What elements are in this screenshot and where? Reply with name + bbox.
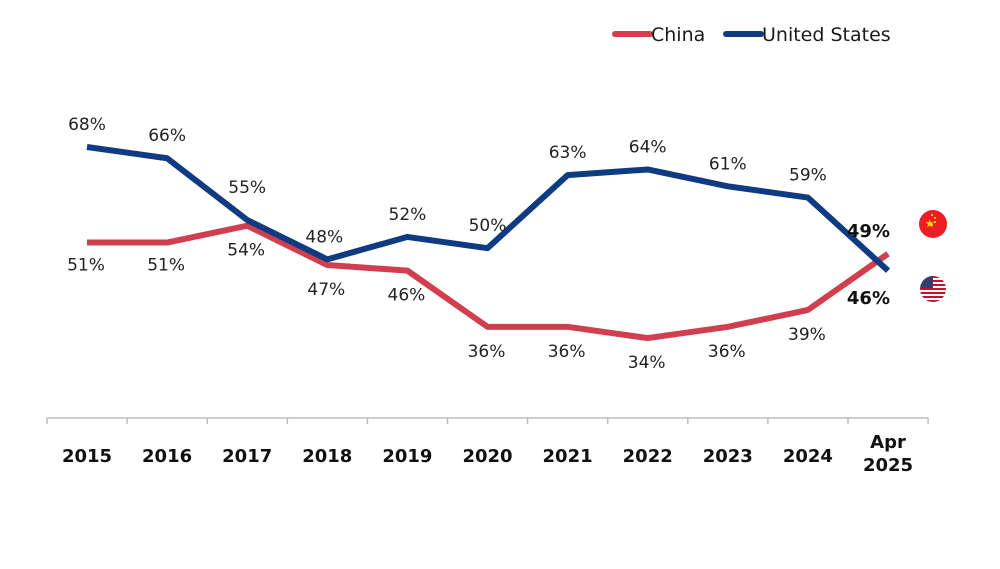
- x-tick-label: 2015: [62, 446, 112, 467]
- china-flag-icon: [919, 210, 947, 238]
- series-line-china: [87, 222, 890, 342]
- data-label-china: 51%: [67, 256, 105, 276]
- data-label-china: 34%: [628, 353, 666, 373]
- data-label-china: 47%: [307, 280, 345, 300]
- data-label-china: 51%: [147, 256, 185, 276]
- x-tick-label: 2020: [462, 446, 512, 467]
- data-label-china: 46%: [388, 286, 426, 306]
- x-tick-label: 2016: [142, 446, 192, 467]
- x-axis: 2015 2016 2017 2018 2019 2020 2021 2022 2023 2024…: [46, 417, 929, 476]
- x-tick-label: Apr 2025: [863, 432, 913, 476]
- x-tick-label: 2024: [783, 446, 833, 467]
- data-label-united-states: 52%: [389, 205, 427, 225]
- data-label-united-states: 63%: [549, 143, 587, 163]
- data-label-china: 36%: [708, 342, 746, 362]
- data-label-china: 54%: [227, 241, 265, 261]
- legend-label-united-states: United States: [762, 24, 891, 46]
- legend-label-china: China: [651, 24, 705, 46]
- data-label-united-states: 66%: [148, 126, 186, 146]
- data-label-china: 36%: [548, 342, 586, 362]
- data-label-united-states: 68%: [68, 115, 106, 135]
- data-label-united-states: 55%: [228, 178, 266, 198]
- data-label-united-states: 48%: [305, 227, 343, 247]
- data-label-china: 39%: [788, 325, 826, 345]
- data-label-china: 49%: [847, 221, 890, 242]
- x-tick-label: 2021: [543, 446, 593, 467]
- data-label-united-states: 61%: [709, 154, 747, 174]
- x-tick-label: 2023: [703, 446, 753, 467]
- x-tick-label: 2019: [382, 446, 432, 467]
- data-labels: 51% 51% 54% 47% 46% 36% 36% 34% 36% 39% 49% 68% 66% 5…: [67, 115, 890, 373]
- series-line-united-states: [86, 144, 891, 273]
- data-label-china: 36%: [468, 342, 506, 362]
- series-layer: [86, 144, 891, 342]
- legend: China United States: [612, 24, 891, 46]
- data-label-united-states: 50%: [469, 216, 507, 236]
- data-label-united-states: 64%: [629, 137, 667, 157]
- data-label-united-states: 46%: [847, 288, 890, 309]
- x-tick-label: 2022: [623, 446, 673, 467]
- x-tick-label: 2017: [222, 446, 272, 467]
- us-flag-icon: [920, 276, 946, 302]
- data-label-united-states: 59%: [789, 166, 827, 186]
- x-tick-label: 2018: [302, 446, 352, 467]
